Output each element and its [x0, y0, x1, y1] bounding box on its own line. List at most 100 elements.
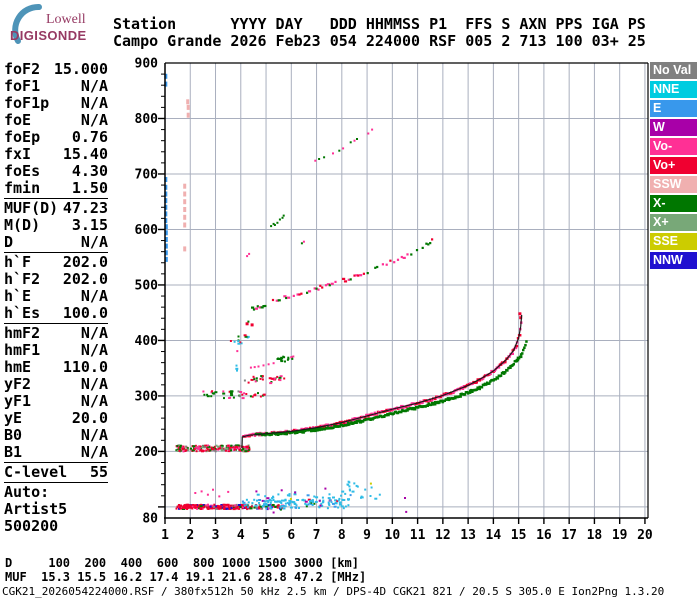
logo-lowell-text: Lowell	[46, 12, 86, 27]
param-value: 20.0	[71, 409, 108, 427]
muf-table-row: MUF 15.3 15.5 16.2 17.4 19.1 21.6 28.8 4…	[5, 570, 367, 584]
param-value: 202.0	[62, 253, 108, 271]
param-value: N/A	[80, 287, 108, 305]
analysis-info-line: Auto:	[4, 483, 50, 501]
param-label: hmF2	[4, 324, 41, 342]
x-axis-tick-label: 8	[338, 528, 346, 543]
param-label: B1	[4, 443, 23, 461]
legend-entry-W: W	[650, 119, 697, 136]
legend-entry-SSW: SSW	[650, 176, 697, 193]
y-axis-tick-label: 400	[135, 334, 159, 349]
param-row-hmF1: hmF1 N/A	[4, 342, 108, 359]
param-row-foEs: foEs 4.30	[4, 163, 108, 180]
x-axis-tick-label: 18	[587, 528, 603, 543]
param-row-foF2: foF2 15.000	[4, 61, 108, 78]
param-label: foEp	[4, 128, 41, 146]
param-label: h`F2	[4, 270, 41, 288]
param-value: 0.76	[71, 128, 108, 146]
panel-divider	[4, 323, 108, 324]
param-row-yE: yE 20.0	[4, 410, 108, 427]
param-label: yE	[4, 409, 23, 427]
param-row-hE: h`E N/A	[4, 288, 108, 305]
param-label: foF1p	[4, 94, 50, 112]
param-value: 15.000	[53, 60, 108, 78]
x-axis-tick-label: 2	[186, 528, 194, 543]
param-row-yF2: yF2 N/A	[4, 376, 108, 393]
y-axis-tick-label: 800	[135, 112, 159, 127]
legend-entry-NNW: NNW	[650, 252, 697, 269]
param-label: foEs	[4, 162, 41, 180]
x-axis-tick-label: 5	[262, 528, 270, 543]
param-row-MUFD: MUF(D) 47.23	[4, 200, 108, 217]
panel-divider	[4, 252, 108, 253]
distance-table-row: D 100 200 400 600 800 1000 1500 3000 [km…	[5, 556, 360, 570]
param-value: 55	[89, 463, 108, 481]
profile-line	[241, 314, 523, 449]
param-label: foF2	[4, 60, 41, 78]
param-value: N/A	[80, 375, 108, 393]
legend-entry-NNE: NNE	[650, 81, 697, 98]
param-value: N/A	[80, 392, 108, 410]
x-axis-tick-label: 3	[212, 528, 220, 543]
param-value: 4.30	[71, 162, 108, 180]
legend-entry-NoVal: No Val	[650, 62, 697, 79]
parameter-panel: foF2 15.000 foF1 N/A foF1p N/A foE N/A foEp 0.76 f…	[4, 61, 108, 535]
x-axis-tick-label: 10	[385, 528, 401, 543]
x-axis-tick-label: 11	[410, 528, 426, 543]
legend-entry-SSE: SSE	[650, 233, 697, 250]
param-value: 100.0	[62, 304, 108, 322]
x-axis-tick-label: 13	[460, 528, 476, 543]
param-row-D: D N/A	[4, 234, 108, 251]
param-row-B0: B0 N/A	[4, 427, 108, 444]
y-axis-tick-label: 700	[135, 168, 159, 183]
param-row-fxI: fxI 15.40	[4, 146, 108, 163]
param-label: hmE	[4, 358, 32, 376]
logo-digisonde-text: DIGISONDE	[10, 28, 87, 43]
param-label: h`E	[4, 287, 32, 305]
param-value: 15.40	[62, 145, 108, 163]
direction-color-legend: No Val NNE E W Vo- Vo+ SSW X- X+ SSE NNW	[650, 62, 697, 271]
param-value: 202.0	[62, 270, 108, 288]
x-axis-tick-label: 15	[511, 528, 527, 543]
x-axis-tick-label: 7	[313, 528, 321, 543]
param-row-foE: foE N/A	[4, 112, 108, 129]
x-axis-tick-label: 19	[612, 528, 628, 543]
param-row-yF1: yF1 N/A	[4, 393, 108, 410]
param-row-foF1p: foF1p N/A	[4, 95, 108, 112]
param-label: C-level	[4, 463, 68, 481]
header-field-names-row: Station YYYY DAY DDD HHMMSS P1 FFS S AXN…	[113, 15, 646, 33]
param-row-hmE: hmE 110.0	[4, 359, 108, 376]
param-value: N/A	[80, 426, 108, 444]
analysis-info-line: 500200	[4, 517, 59, 535]
param-row-MD: M(D) 3.15	[4, 217, 108, 234]
param-value: N/A	[80, 324, 108, 342]
y-axis-tick-label: 80	[142, 512, 158, 527]
legend-entry-X-: X-	[650, 195, 697, 212]
param-label: D	[4, 233, 14, 251]
x-axis-tick-label: 14	[486, 528, 502, 543]
x-axis-tick-label: 20	[637, 528, 653, 543]
panel-divider	[4, 198, 108, 199]
param-value: 47.23	[62, 199, 108, 217]
legend-entry-Vo+: Vo+	[650, 157, 697, 174]
param-value: 110.0	[62, 358, 108, 376]
param-label: hmF1	[4, 341, 41, 359]
y-axis-tick-label: 600	[135, 223, 159, 238]
y-axis-tick-label: 500	[135, 279, 159, 294]
param-value: N/A	[80, 77, 108, 95]
param-row-foF1: foF1 N/A	[4, 78, 108, 95]
param-row-fmin: fmin 1.50	[4, 180, 108, 197]
y-axis-tick-label: 300	[135, 389, 159, 404]
param-label: foE	[4, 111, 32, 129]
legend-entry-X+: X+	[650, 214, 697, 231]
param-row-hF2: h`F2 202.0	[4, 271, 108, 288]
param-label: foF1	[4, 77, 41, 95]
echo-clusters	[175, 334, 381, 511]
analysis-info-line: Artist5	[4, 500, 68, 518]
param-label: yF1	[4, 392, 32, 410]
legend-entry-Vo-: Vo-	[650, 138, 697, 155]
file-info-row: CGK21_2026054224000.RSF / 380fx512h 50 k…	[2, 585, 665, 598]
param-row-hEs: h`Es 100.0	[4, 305, 108, 322]
